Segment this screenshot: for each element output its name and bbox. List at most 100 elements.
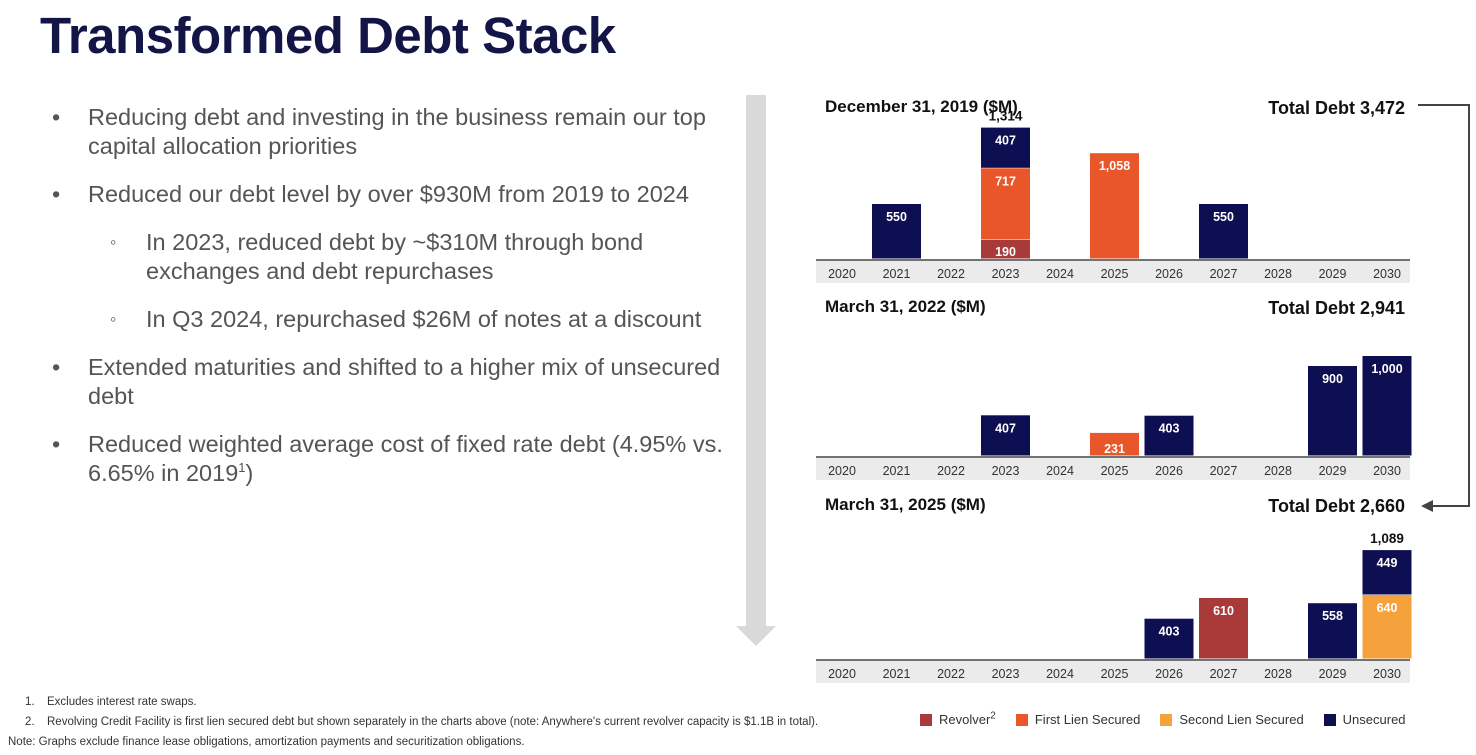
footnote-1: 1. Excludes interest rate swaps. [25, 696, 197, 708]
x-tick-label: 2027 [1210, 667, 1238, 681]
x-tick-label: 2025 [1101, 667, 1129, 681]
chart-title: December 31, 2019 ($M) [825, 97, 1018, 116]
footnote-2: 2. Revolving Credit Facility is first lie… [25, 716, 819, 728]
total-debt-label: Total Debt 2,660 [1268, 496, 1405, 516]
legend-swatch [1015, 713, 1028, 726]
x-tick-label: 2028 [1264, 267, 1292, 281]
x-tick-label: 2022 [937, 464, 965, 478]
stack-total-label: 1,314 [989, 109, 1023, 124]
bullet-item: In Q3 2024, repurchased $26M of notes at… [50, 305, 730, 334]
bar-unsecured [1144, 618, 1194, 659]
data-label: 407 [995, 421, 1016, 435]
legend-swatch [1160, 713, 1173, 726]
legend-label: Second Lien Secured [1179, 712, 1304, 727]
bar-revolver [1199, 598, 1248, 659]
arrow-head-icon [1421, 500, 1433, 512]
bar-unsecured [981, 415, 1030, 456]
bullet-text: Extended maturities and shifted to a hig… [88, 354, 721, 409]
bullet-text: In 2023, reduced debt by ~$310M through … [146, 229, 644, 284]
bullet-item: Reduced our debt level by over $930M fro… [50, 180, 730, 209]
x-axis-band [816, 458, 1410, 480]
x-tick-label: 2023 [992, 464, 1020, 478]
bullet-list: Reducing debt and investing in the busin… [50, 103, 730, 507]
connector-line [1418, 104, 1470, 507]
x-tick-label: 2024 [1046, 464, 1074, 478]
bullet-item: Extended maturities and shifted to a hig… [50, 353, 730, 411]
data-label: 190 [995, 245, 1016, 259]
x-axis-band [816, 661, 1410, 683]
legend-item-unsecured: Unsecured [1323, 712, 1406, 727]
page-title: Transformed Debt Stack [40, 7, 616, 64]
legend-item-first_lien: First Lien Secured [1015, 712, 1141, 727]
x-tick-label: 2022 [937, 667, 965, 681]
down-arrow-icon [736, 95, 776, 646]
chart-title: March 31, 2022 ($M) [825, 297, 986, 316]
data-label: 1,000 [1371, 362, 1402, 376]
bullet-text: Reduced weighted average cost of fixed r… [88, 431, 723, 486]
data-label: 1,058 [1099, 159, 1130, 173]
total-debt-label: Total Debt 3,472 [1268, 98, 1405, 118]
bar-first_lien [1090, 432, 1139, 456]
x-tick-label: 2020 [828, 464, 856, 478]
x-tick-label: 2022 [937, 267, 965, 281]
bar-unsecured [872, 204, 921, 259]
x-tick-label: 2021 [883, 464, 911, 478]
x-tick-label: 2020 [828, 267, 856, 281]
x-axis-band [816, 261, 1410, 283]
x-tick-label: 2030 [1373, 464, 1401, 478]
x-tick-label: 2024 [1046, 667, 1074, 681]
footnote-note: Note: Graphs exclude finance lease oblig… [8, 736, 525, 748]
legend-label: Revolver2 [939, 710, 996, 727]
x-tick-label: 2030 [1373, 267, 1401, 281]
x-tick-label: 2023 [992, 667, 1020, 681]
legend-item-second_lien: Second Lien Secured [1160, 712, 1304, 727]
data-label: 900 [1322, 372, 1343, 386]
chart-title: March 31, 2025 ($M) [825, 495, 986, 514]
data-label: 550 [886, 210, 907, 224]
x-tick-label: 2021 [883, 267, 911, 281]
x-tick-label: 2026 [1155, 667, 1183, 681]
x-tick-label: 2026 [1155, 267, 1183, 281]
x-tick-label: 2020 [828, 667, 856, 681]
bullet-item: Reducing debt and investing in the busin… [50, 103, 730, 161]
chart-legend: Revolver2 First Lien Secured Second Lien S… [920, 710, 1406, 727]
x-tick-label: 2027 [1210, 464, 1238, 478]
legend-label: Unsecured [1342, 712, 1406, 727]
x-tick-label: 2029 [1319, 464, 1347, 478]
bar-revolver [981, 240, 1030, 259]
legend-swatch [920, 713, 932, 726]
data-label: 403 [1159, 625, 1180, 639]
x-tick-label: 2021 [883, 667, 911, 681]
stack-total-label: 1,089 [1370, 531, 1404, 546]
footnotes: 1. Excludes interest rate swaps. 2. Revolv… [8, 692, 818, 752]
bullet-text: Reducing debt and investing in the busin… [88, 104, 706, 159]
bullet-item: In 2023, reduced debt by ~$310M through … [50, 228, 730, 286]
total-debt-label: Total Debt 2,941 [1268, 298, 1405, 318]
legend-label: First Lien Secured [1034, 712, 1141, 727]
bullet-text: In Q3 2024, repurchased $26M of notes at… [146, 306, 702, 332]
x-tick-label: 2023 [992, 267, 1020, 281]
footnote-marker: 2 [990, 710, 996, 722]
bullet-item: Reduced weighted average cost of fixed r… [50, 430, 730, 488]
x-tick-label: 2026 [1155, 464, 1183, 478]
x-tick-label: 2028 [1264, 667, 1292, 681]
x-tick-label: 2028 [1264, 464, 1292, 478]
data-label: 640 [1377, 601, 1398, 615]
x-tick-label: 2025 [1101, 464, 1129, 478]
data-label: 449 [1377, 556, 1398, 570]
x-tick-label: 2029 [1319, 267, 1347, 281]
bar-unsecured [1362, 356, 1412, 456]
bar-unsecured [1362, 550, 1412, 595]
footnote-marker: 1 [238, 460, 246, 476]
x-tick-label: 2027 [1210, 267, 1238, 281]
bullet-text: Reduced our debt level by over $930M fro… [88, 181, 689, 207]
bar-unsecured [1308, 366, 1357, 456]
x-tick-label: 2030 [1373, 667, 1401, 681]
data-label: 610 [1213, 604, 1234, 618]
bar-second_lien [1362, 595, 1412, 659]
bar-unsecured [1144, 415, 1194, 456]
bar-unsecured [1308, 603, 1357, 659]
x-tick-label: 2029 [1319, 667, 1347, 681]
legend-item-revolver: Revolver2 [920, 710, 996, 727]
data-label: 717 [995, 174, 1016, 188]
